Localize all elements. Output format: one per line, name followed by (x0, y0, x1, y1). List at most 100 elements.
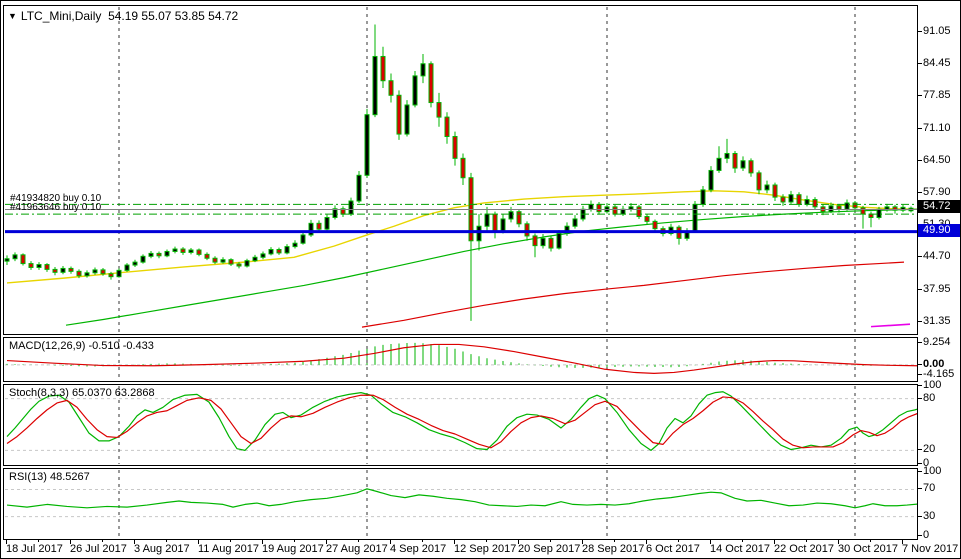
candle-body (652, 220, 658, 230)
axis-tick-mark (918, 471, 922, 472)
rsi-tick-label: 30 (923, 510, 936, 522)
axis-tick-mark (918, 398, 922, 399)
candle-body (156, 252, 162, 257)
trade-order-label-2: #41963646 buy 0.10 (10, 202, 102, 213)
candle-body (788, 194, 794, 203)
date-tick-label: 22 Oct 2017 (774, 543, 834, 555)
candle-body (404, 104, 410, 135)
candle-body (76, 270, 82, 277)
rsi-tick-label: 100 (923, 465, 942, 477)
candle-body (564, 225, 570, 235)
candle-body (780, 196, 786, 203)
chart-ohlc-values: 54.19 55.07 53.85 54.72 (108, 9, 239, 23)
axis-tick-mark (918, 449, 922, 450)
candle-body (612, 206, 618, 215)
candle-body (708, 169, 714, 191)
macd-canvas[interactable] (4, 338, 917, 381)
axis-tick-mark (918, 364, 922, 365)
candle-body (324, 217, 330, 230)
stoch-tick-label: 0 (923, 457, 930, 469)
macd-tick-label: 9.254 (923, 336, 951, 348)
candle-body (4, 258, 10, 262)
macd-label: MACD(12,26,9) -0.510 -0.433 (9, 340, 154, 352)
ma-green-line (65, 208, 917, 326)
candle-body (516, 211, 522, 225)
candle-body (500, 218, 506, 232)
date-tick-mark-minor (422, 540, 423, 542)
stoch-k-line (6, 391, 917, 451)
candle-body (260, 253, 266, 258)
candle-body (292, 242, 298, 248)
candle-body (84, 272, 90, 277)
candle-body (428, 63, 434, 104)
price-tick-label: 37.95 (923, 283, 951, 295)
date-tick-label: 18 Jul 2017 (6, 543, 63, 555)
trade-order-label-1: #41934820 buy 0.10 (10, 193, 102, 204)
ma-yellow-line (6, 190, 917, 284)
date-tick-label: 12 Sep 2017 (454, 543, 517, 555)
main-chart-canvas[interactable] (4, 6, 917, 334)
candle-body (644, 216, 650, 222)
axis-tick-mark (918, 321, 922, 322)
candle-body (60, 267, 66, 273)
axis-tick-mark (918, 385, 922, 386)
candle-body (636, 206, 642, 218)
date-tick-label: 3 Aug 2017 (134, 543, 190, 555)
date-tick-mark (6, 540, 7, 544)
candle-body (140, 255, 146, 263)
stochastic-canvas[interactable] (4, 385, 917, 465)
date-tick-mark (518, 540, 519, 544)
candle-body (268, 249, 274, 255)
stochastic-panel[interactable]: Stoch(8,3,3) 65.0370 63.2868 (3, 384, 918, 466)
candle-body (692, 203, 698, 232)
axis-tick-mark (918, 256, 922, 257)
candle-body (236, 263, 242, 267)
candle-body (12, 254, 18, 260)
date-tick-mark (390, 540, 391, 544)
time-axis[interactable]: 18 Jul 2017 26 Jul 2017 3 Aug 2017 11 Aug 2… (1, 540, 958, 558)
candle-body (212, 257, 218, 263)
candle-body (372, 55, 378, 116)
chart-title: ▼ LTC_Mini,Daily 54.19 55.07 53.85 54.72 (8, 9, 238, 23)
macd-panel[interactable]: MACD(12,26,9) -0.510 -0.433 (3, 337, 918, 382)
candle-body (572, 218, 578, 227)
date-tick-label: 11 Aug 2017 (198, 543, 259, 555)
candle-body (364, 114, 370, 176)
candle-body (596, 203, 602, 213)
date-tick-mark-minor (358, 540, 359, 542)
rsi-tick-label: 70 (923, 482, 936, 494)
candle-body (180, 248, 186, 253)
candle-body (380, 55, 386, 82)
date-tick-mark-minor (486, 540, 487, 542)
candle-body (124, 264, 130, 271)
candle-body (36, 264, 42, 268)
candle-body (452, 136, 458, 159)
macd-signal-line (6, 343, 917, 374)
rsi-panel[interactable]: RSI(13) 48.5267 (3, 468, 918, 540)
date-tick-mark-minor (614, 540, 615, 542)
candle-body (108, 273, 114, 278)
main-chart-panel[interactable]: ▼ LTC_Mini,Daily 54.19 55.07 53.85 54.72 … (3, 5, 918, 335)
date-tick-mark-minor (294, 540, 295, 542)
candle-body (436, 102, 442, 118)
rsi-canvas[interactable] (4, 469, 917, 539)
axis-tick-mark (918, 95, 922, 96)
bid-price-box: 54.72 (918, 200, 960, 213)
date-tick-label: 28 Sep 2017 (582, 543, 645, 555)
candle-body (388, 80, 394, 96)
candle-body (588, 203, 594, 210)
price-axis[interactable]: 91.0584.4577.8571.1064.5057.9051.3044.70… (918, 1, 960, 558)
symbol-dropdown-icon: ▼ (8, 11, 17, 21)
date-tick-label: 4 Sep 2017 (390, 543, 447, 555)
candle-body (92, 269, 98, 274)
date-tick-label: 30 Oct 2017 (838, 543, 898, 555)
candle-body (868, 213, 874, 219)
candle-body (420, 63, 426, 77)
candle-body (68, 267, 74, 272)
candle-body (332, 208, 338, 219)
candle-body (628, 206, 634, 210)
rsi-label: RSI(13) 48.5267 (9, 471, 90, 483)
price-tick-label: 31.35 (923, 315, 951, 327)
date-tick-mark (198, 540, 199, 544)
candle-body (148, 252, 154, 257)
